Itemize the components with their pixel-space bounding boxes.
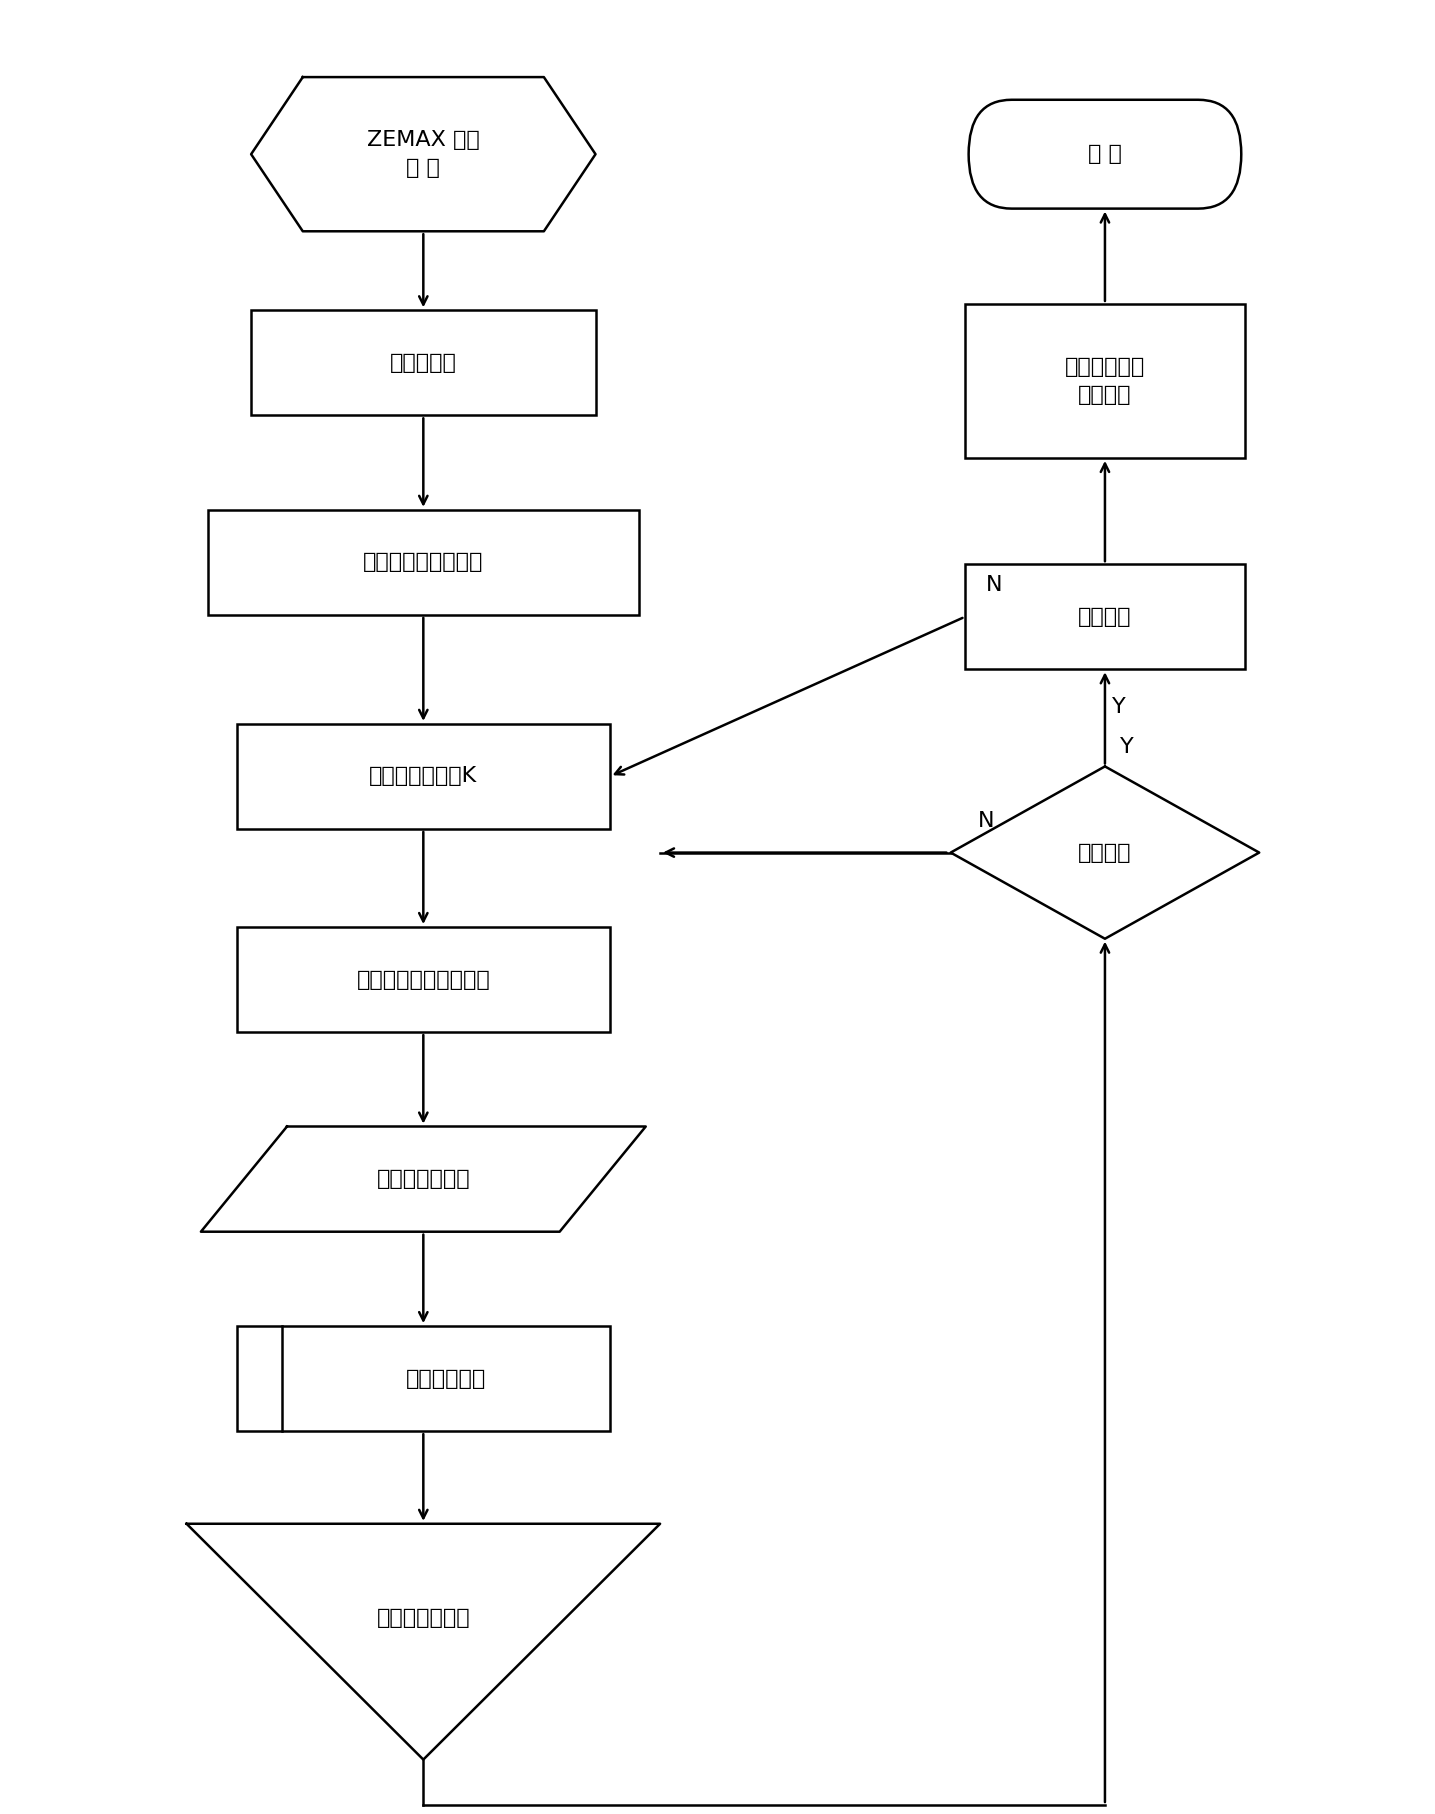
- Text: 打印数据及曲
线效果图: 打印数据及曲 线效果图: [1065, 357, 1145, 405]
- Bar: [237, 724, 610, 829]
- Text: N: N: [986, 575, 1002, 595]
- Bar: [237, 927, 610, 1032]
- Text: Y: Y: [1119, 736, 1134, 758]
- Text: 运行子程序: 运行子程序: [390, 352, 456, 374]
- Bar: [237, 1326, 610, 1431]
- Text: 系统校验: 系统校验: [1078, 606, 1132, 628]
- Bar: [251, 310, 596, 415]
- Text: 输入采样点数、K: 输入采样点数、K: [369, 766, 478, 787]
- Bar: [208, 510, 639, 615]
- Text: 过渡参数的计算: 过渡参数的计算: [376, 1168, 471, 1190]
- Text: 合并与优化曲线: 合并与优化曲线: [376, 1607, 471, 1629]
- Bar: [964, 564, 1244, 669]
- Text: 结 束: 结 束: [1088, 143, 1122, 165]
- Text: 形成边界曲线: 形成边界曲线: [406, 1368, 486, 1390]
- Text: N: N: [979, 811, 994, 831]
- FancyBboxPatch shape: [969, 100, 1241, 209]
- Bar: [964, 303, 1244, 457]
- Text: Y: Y: [1112, 697, 1126, 717]
- Text: 分析变焦组分布情况: 分析变焦组分布情况: [363, 551, 484, 573]
- Text: ZEMAX 软件
启 动: ZEMAX 软件 启 动: [367, 131, 479, 178]
- Text: 调用凸轮槽边界导曲线: 调用凸轮槽边界导曲线: [356, 969, 491, 990]
- Text: 比较结果: 比较结果: [1078, 842, 1132, 863]
